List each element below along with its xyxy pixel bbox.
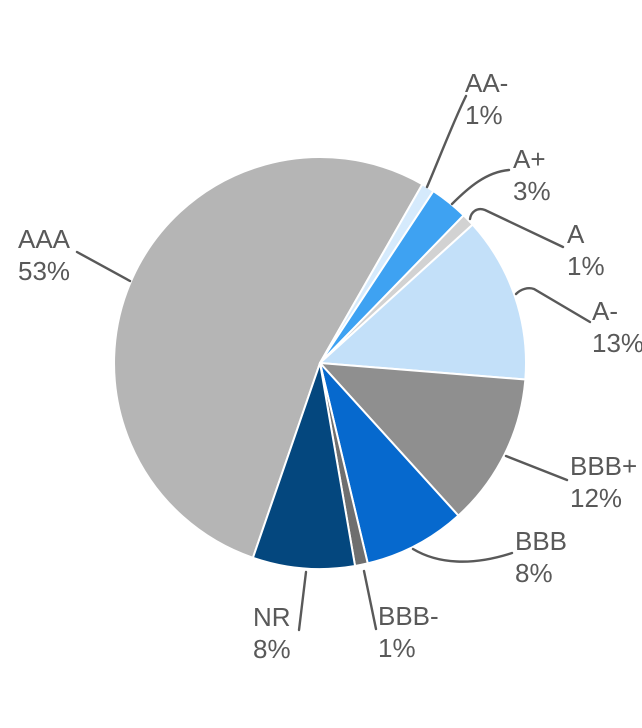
leader-line-bbb-minus bbox=[362, 569, 378, 631]
leader-line-aa-minus bbox=[425, 94, 468, 189]
leader-line-aaa bbox=[75, 250, 132, 283]
pie-slice-a-minus[interactable] bbox=[319, 223, 527, 381]
leader-line-a-minus bbox=[514, 287, 592, 324]
slice-label-a-name: A bbox=[567, 219, 585, 249]
slice-label-nr-name: NR bbox=[253, 602, 291, 632]
leader-line-bbb bbox=[411, 547, 514, 563]
pie-slice-aaa[interactable] bbox=[113, 156, 424, 559]
slice-label-a-minus-percent: 13% bbox=[592, 328, 642, 358]
leader-line-bbb-plus bbox=[504, 454, 569, 482]
slice-label-a: A 1% bbox=[567, 218, 605, 282]
slice-label-bbb-minus-name: BBB- bbox=[378, 601, 439, 631]
leader-line-a bbox=[468, 207, 565, 249]
slice-label-bbb-plus: BBB+ 12% bbox=[570, 450, 637, 514]
slice-label-a-plus-name: A+ bbox=[513, 144, 546, 174]
pie-slice-bbb[interactable] bbox=[319, 362, 460, 565]
slice-label-bbb: BBB 8% bbox=[515, 525, 567, 589]
slice-label-a-percent: 1% bbox=[567, 251, 605, 281]
slice-label-aaa: AAA 53% bbox=[18, 223, 70, 287]
slice-label-aaa-percent: 53% bbox=[18, 256, 71, 286]
pie-slice-nr[interactable] bbox=[251, 362, 357, 570]
slice-label-aaa-name: AAA bbox=[18, 224, 71, 254]
slice-label-nr-percent: 8% bbox=[253, 634, 291, 664]
slice-label-bbb-plus-name: BBB+ bbox=[570, 451, 638, 481]
pie-slice-bbb-plus[interactable] bbox=[319, 362, 527, 517]
slice-label-bbb-minus: BBB- 1% bbox=[378, 600, 439, 664]
slice-label-bbb-plus-percent: 12% bbox=[570, 483, 623, 513]
slice-label-a-minus: A- 13% bbox=[592, 295, 642, 359]
leader-line-nr bbox=[297, 570, 308, 632]
leader-line-a-plus bbox=[450, 168, 511, 206]
slice-label-aa-minus: AA- 1% bbox=[465, 67, 508, 131]
slice-label-aa-minus-percent: 1% bbox=[465, 100, 503, 130]
slice-label-a-plus-percent: 3% bbox=[513, 176, 551, 206]
slice-label-bbb-minus-percent: 1% bbox=[378, 633, 416, 663]
slice-label-a-plus: A+ 3% bbox=[513, 143, 551, 207]
slice-label-nr: NR 8% bbox=[253, 601, 291, 665]
slice-label-a-minus-name: A- bbox=[592, 296, 618, 326]
slice-label-bbb-name: BBB bbox=[515, 526, 568, 556]
slice-label-aa-minus-name: AA- bbox=[465, 68, 509, 98]
slice-label-bbb-percent: 8% bbox=[515, 558, 553, 588]
